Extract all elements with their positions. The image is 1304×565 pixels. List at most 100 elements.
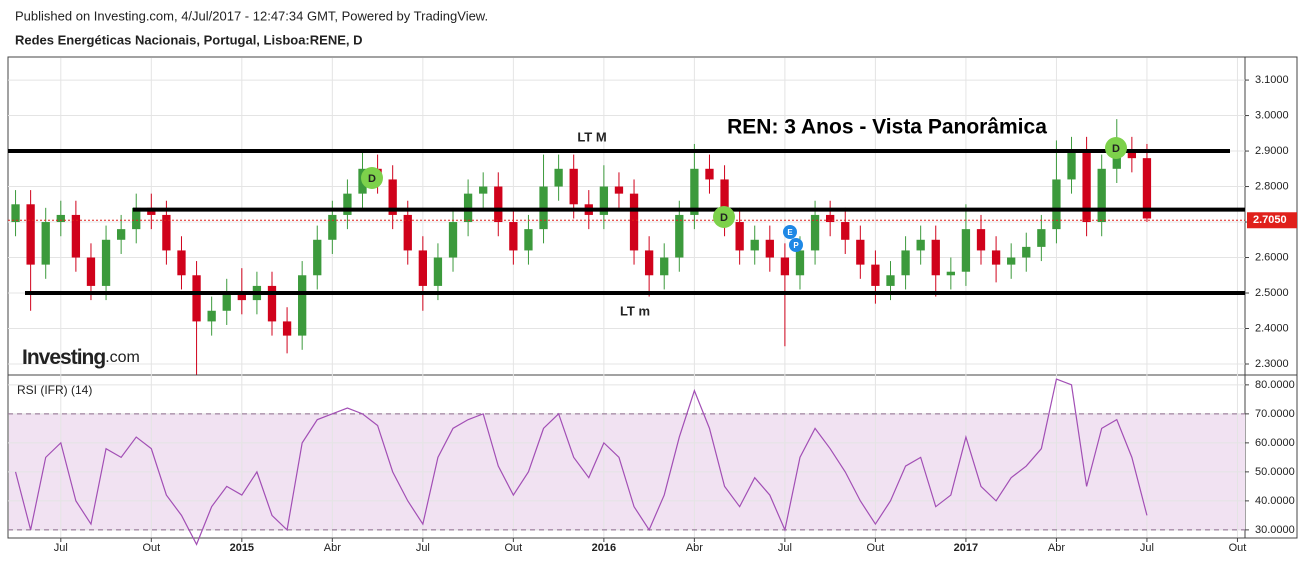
- candle-body: [1127, 151, 1137, 159]
- candle-body: [1022, 246, 1031, 258]
- y-tick-label: 3.0000: [1255, 109, 1289, 121]
- y-tick-label: 60.0000: [1255, 437, 1295, 449]
- x-tick-label: 2016: [592, 542, 616, 554]
- watermark: Investing.com: [22, 346, 140, 369]
- candle-body: [494, 186, 503, 223]
- x-tick-label: Abr: [324, 542, 341, 554]
- x-tick-label: Jul: [1140, 542, 1154, 554]
- candle-body: [71, 214, 81, 258]
- candle-body: [524, 229, 533, 251]
- candle-body: [56, 214, 65, 223]
- trend-label: LT m: [620, 303, 650, 318]
- candle-body: [1082, 151, 1091, 223]
- candle-body: [26, 204, 35, 265]
- x-tick-label: Out: [867, 542, 885, 554]
- y-tick-label: 40.0000: [1255, 495, 1295, 507]
- x-tick-label: Jul: [54, 542, 68, 554]
- candle-body: [946, 271, 955, 276]
- candle-body: [991, 250, 1001, 265]
- panel-title: RSI (IFR) (14): [17, 383, 92, 397]
- candle-body: [313, 239, 322, 276]
- candle-body: [826, 214, 835, 223]
- published-note: Published on Investing.com, 4/Jul/2017 -…: [15, 8, 488, 23]
- y-tick-label: 2.3000: [1255, 358, 1289, 370]
- candle-body: [554, 168, 563, 187]
- candle-body: [961, 229, 971, 272]
- candle-body: [11, 204, 20, 223]
- x-tick-label: 2015: [230, 542, 254, 554]
- candle-body: [132, 207, 141, 230]
- candle-body: [403, 214, 412, 251]
- x-tick-label: Abr: [1048, 542, 1065, 554]
- candle-body: [750, 239, 759, 251]
- rsi-line: [14, 378, 1148, 546]
- y-tick-label: 50.0000: [1255, 466, 1295, 478]
- candle-body: [1097, 168, 1106, 223]
- event-label: D: [1112, 143, 1120, 155]
- x-tick-label: Abr: [686, 542, 703, 554]
- event-marker: [713, 206, 735, 228]
- y-tick-label: 2.6000: [1255, 251, 1289, 263]
- y-tick-label: 2.4000: [1255, 322, 1289, 334]
- candle-body: [177, 250, 186, 276]
- candle-body: [86, 257, 96, 286]
- x-tick-label: Out: [504, 542, 522, 554]
- candle-body: [871, 264, 880, 286]
- chart-title: REN: 3 Anos - Vista Panorâmica: [727, 116, 1047, 139]
- event-marker: [1105, 137, 1127, 159]
- candle-body: [901, 250, 910, 276]
- candle-body: [1112, 151, 1121, 169]
- candle-body: [237, 293, 246, 301]
- candle-body: [1142, 158, 1152, 219]
- candle-body: [660, 257, 669, 276]
- candle-body: [41, 222, 50, 265]
- event-marker: [789, 238, 803, 252]
- x-tick-label: 2017: [954, 542, 978, 554]
- last-price-box: [1247, 212, 1297, 229]
- candle-body: [780, 257, 790, 276]
- candle-body: [629, 193, 639, 251]
- candle-body: [931, 239, 940, 276]
- event-label: D: [720, 212, 728, 224]
- candle-body: [599, 186, 609, 215]
- event-marker: [361, 167, 383, 189]
- x-tick-label: Out: [1229, 542, 1247, 554]
- candle-body: [690, 168, 699, 215]
- candle-body: [282, 321, 292, 336]
- event-label: E: [787, 228, 793, 237]
- candle-body: [1007, 257, 1016, 265]
- candle-body: [1052, 179, 1061, 230]
- candle-body: [765, 239, 774, 258]
- candle-body: [509, 222, 518, 251]
- candle-body: [388, 179, 397, 215]
- candle-body: [675, 214, 684, 258]
- y-tick-label: 2.5000: [1255, 287, 1289, 299]
- last-price-label: 2.7050: [1253, 214, 1287, 226]
- candle-body: [569, 168, 578, 205]
- x-tick-label: Jul: [778, 542, 792, 554]
- x-tick-label: Out: [142, 542, 160, 554]
- candle-body: [720, 179, 729, 223]
- candle-body: [886, 275, 895, 286]
- y-tick-label: 80.0000: [1255, 379, 1295, 391]
- event-label: P: [793, 241, 799, 250]
- candle-body: [795, 250, 805, 276]
- candle-body: [433, 257, 443, 286]
- x-tick-label: Jul: [416, 542, 430, 554]
- candle-body: [192, 275, 201, 322]
- y-tick-label: 30.0000: [1255, 524, 1295, 536]
- candle-body: [479, 186, 488, 194]
- candle-body: [298, 275, 307, 336]
- symbol-title: Redes Energéticas Nacionais, Portugal, L…: [15, 32, 362, 47]
- candle-body: [705, 168, 714, 180]
- candle-body: [916, 239, 925, 251]
- y-tick-label: 2.8000: [1255, 180, 1289, 192]
- event-marker: [783, 225, 797, 239]
- frame: [7, 56, 1298, 539]
- y-tick-label: 70.0000: [1255, 408, 1295, 420]
- candle-body: [1067, 151, 1076, 180]
- candle-body: [856, 239, 865, 265]
- watermark-brand: Investing: [22, 346, 105, 369]
- candle-body: [1037, 229, 1046, 247]
